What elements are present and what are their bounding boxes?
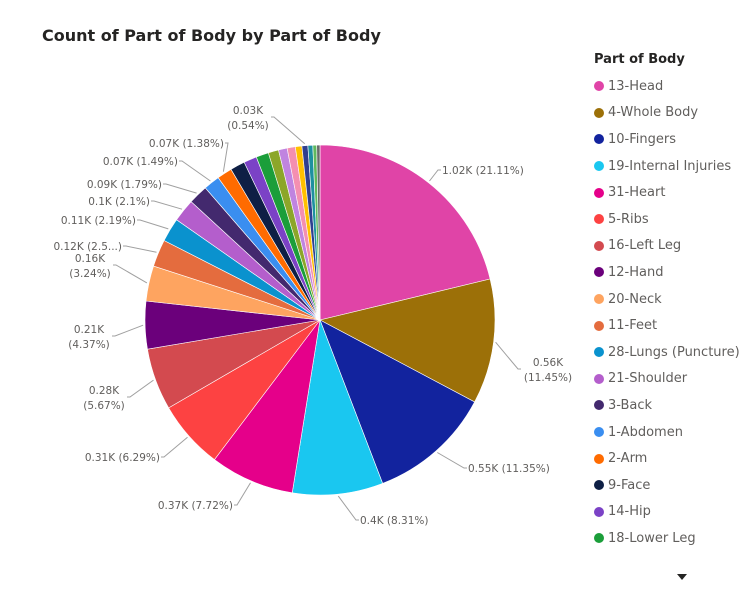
legend-marker: [594, 400, 604, 411]
legend-label: 10-Fingers: [608, 131, 676, 147]
legend-label: 13-Head: [608, 78, 664, 94]
legend-item[interactable]: 28-Lungs (Puncture): [594, 339, 752, 366]
legend-marker: [594, 453, 604, 464]
leader-line: [271, 116, 306, 145]
legend-marker: [594, 347, 604, 358]
legend-item[interactable]: 20-Neck: [594, 286, 752, 313]
legend-marker: [594, 161, 604, 172]
data-label: 0.55K (11.35%): [468, 463, 550, 475]
leader-line: [151, 200, 183, 210]
legend-item[interactable]: 11-Feet: [594, 312, 752, 339]
legend-label: 20-Neck: [608, 291, 662, 307]
legend-label: 4-Whole Body: [608, 105, 699, 121]
leader-line: [337, 495, 359, 521]
legend-item[interactable]: 2-Arm: [594, 445, 752, 472]
legend-marker: [594, 373, 604, 384]
legend-item[interactable]: 21-Shoulder: [594, 366, 752, 393]
legend-label: 1-Abdomen: [608, 424, 683, 440]
leader-line: [163, 183, 197, 194]
legend-item[interactable]: 3-Back: [594, 392, 752, 419]
data-label: 0.28K (5.67%): [83, 385, 125, 412]
pie-slice[interactable]: [291, 318, 384, 496]
legend: Part of Body 13-Head 4-Whole Body 10-Finge…: [594, 52, 752, 552]
legend-item[interactable]: 13-Head: [594, 73, 752, 100]
data-label: 0.07K (1.38%): [149, 138, 224, 150]
legend-scroll-down-icon[interactable]: [677, 574, 687, 580]
legend-item[interactable]: 12-Hand: [594, 259, 752, 286]
data-label: 0.21K (4.37%): [68, 324, 110, 351]
legend-item[interactable]: 5-Ribs: [594, 206, 752, 233]
data-label: 0.11K (2.19%): [61, 215, 136, 227]
leader-line: [429, 169, 441, 182]
legend-item[interactable]: 18-Lower Leg: [594, 525, 752, 552]
legend-label: 12-Hand: [608, 264, 664, 280]
legend-item[interactable]: 16-Left Leg: [594, 233, 752, 260]
legend-marker: [594, 320, 604, 331]
legend-label: 18-Lower Leg: [608, 530, 696, 546]
pie-slice[interactable]: [319, 319, 476, 484]
leader-line: [123, 245, 157, 253]
legend-label: 11-Feet: [608, 318, 658, 334]
legend-item[interactable]: 4-Whole Body: [594, 100, 752, 127]
data-label: 1.02K (21.11%): [442, 165, 524, 177]
legend-item[interactable]: 14-Hip: [594, 499, 752, 526]
pie-slice[interactable]: [316, 144, 321, 321]
leader-line: [222, 142, 229, 172]
legend-marker: [594, 533, 604, 544]
legend-label: 28-Lungs (Puncture): [608, 344, 740, 360]
legend-label: 5-Ribs: [608, 211, 649, 227]
leader-line: [437, 452, 467, 469]
legend-marker: [594, 240, 604, 251]
leader-line: [495, 341, 521, 370]
legend-marker: [594, 81, 604, 92]
leader-line: [161, 436, 188, 458]
legend-item[interactable]: 1-Abdomen: [594, 419, 752, 446]
legend-marker: [594, 294, 604, 305]
legend-marker: [594, 267, 604, 278]
chart-title: Count of Part of Body by Part of Body: [42, 26, 381, 45]
legend-label: 21-Shoulder: [608, 371, 688, 387]
pie-slice[interactable]: [319, 278, 496, 403]
leader-line: [127, 379, 154, 398]
data-label: 0.4K (8.31%): [360, 515, 428, 527]
legend-title: Part of Body: [594, 52, 685, 67]
legend-label: 2-Arm: [608, 451, 648, 467]
data-label: 0.1K (2.1%): [88, 196, 150, 208]
data-label: 0.56K (11.45%): [524, 357, 572, 384]
data-label: 0.07K (1.49%): [103, 156, 178, 168]
data-label: 0.09K (1.79%): [87, 179, 162, 191]
legend-marker: [594, 480, 604, 491]
legend-label: 3-Back: [608, 397, 653, 413]
legend-label: 19-Internal Injuries: [608, 158, 732, 174]
legend-marker: [594, 107, 604, 118]
legend-marker: [594, 187, 604, 198]
legend-item[interactable]: 31-Heart: [594, 179, 752, 206]
legend-marker: [594, 506, 604, 517]
legend-marker: [594, 214, 604, 225]
leader-line: [234, 482, 251, 506]
legend-label: 14-Hip: [608, 504, 651, 520]
pie-slice[interactable]: [319, 144, 491, 321]
legend-marker: [594, 427, 604, 438]
data-label: 0.16K (3.24%): [69, 253, 111, 280]
leader-line: [112, 324, 144, 337]
legend-label: 31-Heart: [608, 185, 666, 201]
leader-line: [137, 219, 169, 230]
legend-marker: [594, 134, 604, 145]
data-label: 0.03K (0.54%): [227, 105, 269, 132]
leader-line: [113, 264, 148, 284]
legend-label: 16-Left Leg: [608, 238, 682, 254]
legend-item[interactable]: 10-Fingers: [594, 126, 752, 153]
leader-line: [179, 160, 211, 182]
legend-item[interactable]: 19-Internal Injuries: [594, 153, 752, 180]
data-label: 0.12K (2.5...): [53, 241, 122, 253]
data-label: 0.37K (7.72%): [158, 500, 233, 512]
legend-label: 9-Face: [608, 477, 651, 493]
data-label: 0.31K (6.29%): [85, 452, 160, 464]
legend-item[interactable]: 9-Face: [594, 472, 752, 499]
